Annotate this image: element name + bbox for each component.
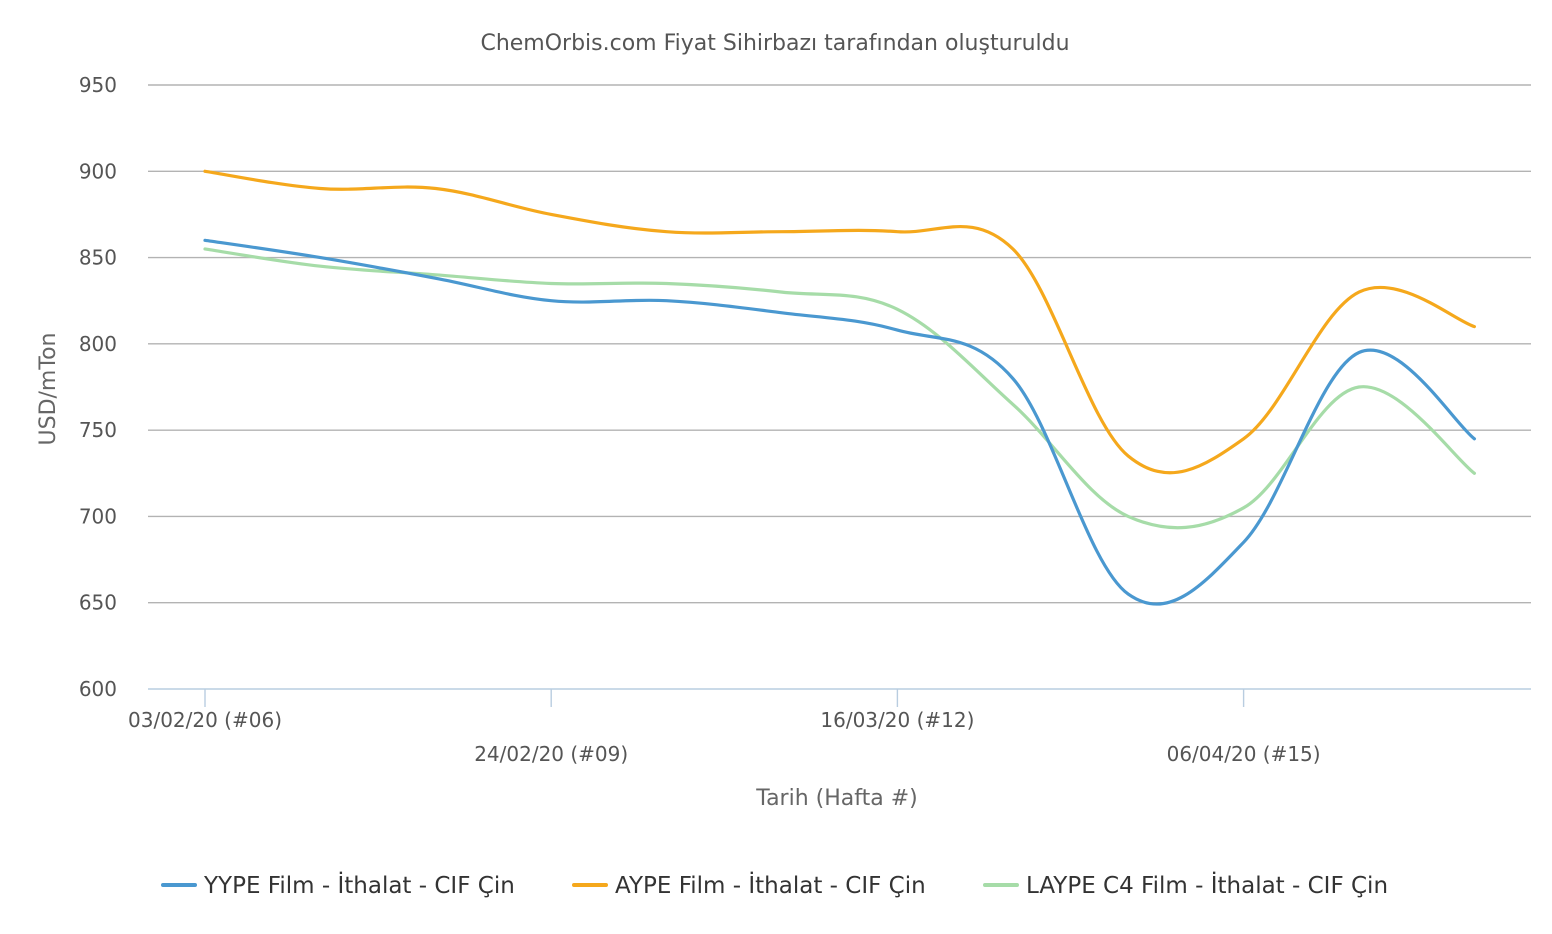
gridlines (148, 84, 1531, 604)
y-tick-label: 750 (79, 418, 117, 442)
y-axis-ticks: 600 650 700 750 800 850 900 950 (79, 73, 117, 701)
y-tick-label: 950 (79, 73, 117, 97)
y-tick-label: 650 (79, 591, 117, 615)
series-line-3 (203, 247, 1476, 530)
x-tick-label: 06/04/20 (#15) (1167, 742, 1321, 766)
y-axis-title: USD/mTon (36, 333, 61, 446)
x-tick-label: 16/03/20 (#12) (820, 708, 974, 732)
y-tick-label: 850 (79, 246, 117, 270)
x-axis-title: Tarih (Hafta #) (755, 786, 917, 811)
series-line-2 (203, 169, 1476, 475)
x-tick-label: 24/02/20 (#09) (474, 742, 628, 766)
y-tick-label: 700 (79, 504, 117, 528)
x-tick-label: 03/02/20 (#06) (128, 708, 282, 732)
y-tick-label: 600 (79, 677, 117, 701)
legend: YYPE Film - İthalat - CIF Çin AYPE Film -… (161, 871, 1388, 899)
chart-title: ChemOrbis.com Fiyat Sihirbazı tarafından… (480, 31, 1069, 56)
x-axis-ticks: 03/02/20 (#06) 24/02/20 (#09) 16/03/20 (#1… (128, 689, 1321, 766)
series-line-1 (203, 238, 1476, 606)
legend-label: AYPE Film - İthalat - CIF Çin (615, 871, 926, 899)
series-lines (203, 169, 1476, 606)
legend-label: YYPE Film - İthalat - CIF Çin (203, 871, 515, 899)
legend-label: LAYPE C4 Film - İthalat - CIF Çin (1026, 871, 1388, 899)
y-tick-label: 800 (79, 332, 117, 356)
y-tick-label: 900 (79, 159, 117, 183)
